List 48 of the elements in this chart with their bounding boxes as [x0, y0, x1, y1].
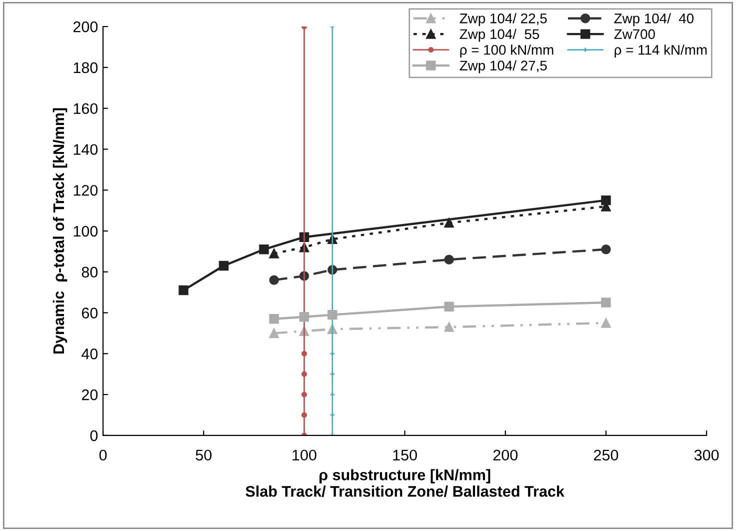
legend-label: ρ = 114 kN/mm [614, 44, 707, 58]
y-tick-label: 60 [82, 308, 98, 318]
point [259, 244, 269, 254]
y-tick-label: 180 [74, 62, 98, 74]
point [444, 254, 454, 264]
point [178, 285, 188, 296]
point [269, 275, 279, 285]
legend-label: Zwp 104/ 40 [614, 13, 694, 26]
y-tick-label: 20 [82, 389, 98, 400]
point [301, 350, 307, 356]
point [269, 248, 279, 258]
point [444, 322, 454, 332]
x-tick-label: 300 [694, 450, 719, 461]
x-tick-label: 150 [393, 450, 417, 461]
x-tick-label: 250 [594, 450, 618, 461]
legend-label: Zwp 104/ 55 [460, 28, 540, 42]
point [444, 302, 454, 312]
point [328, 310, 338, 320]
point [269, 328, 279, 338]
point [301, 412, 307, 418]
x-tick-label: 50 [196, 450, 212, 461]
point [301, 371, 307, 377]
x-tick-label: 200 [493, 450, 518, 461]
point [601, 244, 611, 254]
y-axis-title: Dynamic ρ-total of Track [kN/mm] [52, 108, 68, 354]
point [601, 298, 611, 308]
y-tick-label: 100 [74, 226, 98, 237]
y-tick-label: 80 [82, 266, 98, 278]
x-tick-label: 0 [99, 450, 107, 461]
legend-label: Zwp 104/ 22,5 [460, 13, 547, 26]
y-tick-label: 200 [73, 21, 98, 32]
point [601, 318, 611, 328]
y-tick-label: 160 [74, 103, 98, 114]
legend-label: Zw700 [614, 29, 655, 40]
point [601, 195, 611, 206]
point [299, 312, 310, 322]
x-tick-label: 100 [292, 450, 316, 461]
point [218, 260, 229, 271]
point [301, 392, 307, 398]
y-tick-label: 120 [74, 184, 98, 196]
y-tick-label: 140 [74, 144, 98, 155]
legend-label: Zwp 104/ 27,5 [460, 60, 547, 74]
point [269, 314, 279, 324]
y-tick-label: 40 [82, 348, 98, 360]
x-axis-title: ρ substructure [kN/mm] Slab Track/ Transition Zone/ Ballasted Track [246, 469, 564, 497]
point [444, 218, 454, 228]
legend-label: ρ = 100 kN/mm [460, 44, 554, 58]
y-tick-label: 0 [90, 430, 98, 442]
